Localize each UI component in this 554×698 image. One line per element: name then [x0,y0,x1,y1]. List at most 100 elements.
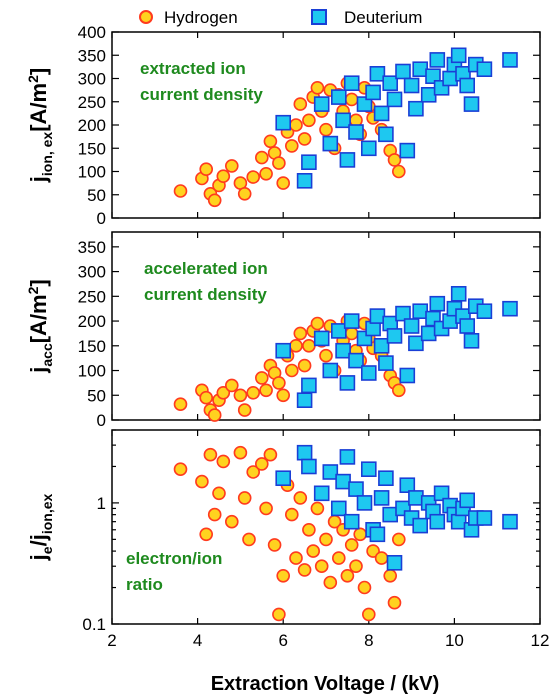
deuterium-point [275,470,292,487]
deuterium-point [365,84,381,101]
deuterium-point [369,308,386,324]
deuterium-point [459,492,476,509]
hydrogen-point [366,544,380,558]
panel-2: 0 50 100 150 200 250 300 350 jacc[A/m2] accelerat… [25,231,541,430]
hydrogen-point [340,568,355,583]
deuterium-point [348,124,364,140]
deuterium-point [408,335,424,352]
y-axis-label: jacc[A/m2] [25,279,55,374]
deuterium-point [403,77,420,94]
y-tick-label: 50 [87,186,106,205]
hydrogen-point [237,187,252,201]
deuterium-point [313,330,330,347]
hydrogen-point [237,403,252,417]
y-tick-label: 150 [78,337,106,356]
y-tick-label: 250 [78,93,106,112]
deuterium-point [450,285,467,302]
hydrogen-point [319,348,333,363]
hydrogen-point [387,153,402,167]
hydrogen-point [254,371,269,385]
hydrogen-point [353,527,368,542]
deuterium-point [360,461,377,478]
panel-annotation: current density [144,285,267,304]
hydrogen-point [357,580,372,595]
y-tick-label: 100 [78,163,106,182]
hydrogen-point [216,169,231,183]
panel-3: 0.1 1 je/jion,ex electron/ion ratio [26,429,541,634]
y-tick-label: 200 [78,116,106,135]
deuterium-point [433,485,450,502]
deuterium-point [429,295,446,312]
series-deuterium [275,285,518,409]
deuterium-point [476,61,493,78]
hydrogen-point [310,81,325,95]
hydrogen-point [242,532,256,547]
hydrogen-point [203,447,218,462]
deuterium-point [425,68,441,84]
deuterium-point [339,152,356,168]
plot-frame [111,231,541,421]
deuterium-point [373,337,390,354]
hydrogen-point [302,338,316,353]
deuterium-point [502,513,518,530]
y-tick-label: 0 [97,209,106,228]
x-tick-label: 8 [364,631,373,650]
deuterium-point [343,313,360,329]
deuterium-point [459,77,476,94]
deuterium-point [369,66,386,82]
deuterium-point [373,490,390,506]
deuterium-point [356,96,373,112]
deuterium-point [343,513,360,530]
legend: Hydrogen Deuterium [139,8,422,27]
hydrogen-point [173,397,188,412]
legend-deuterium-label: Deuterium [344,8,422,27]
hydrogen-point [302,113,316,128]
hydrogen-point [314,559,329,574]
deuterium-point [322,464,339,480]
y-tick-label: 150 [78,139,106,158]
deuterium-point [399,477,416,494]
deuterium-point [450,513,467,530]
y-tick-label: 200 [78,312,106,331]
deuterium-point [442,70,458,87]
deuterium-point [330,500,347,517]
deuterium-point [335,112,351,129]
y-tick-label: 1 [97,494,106,513]
deuterium-point [330,323,347,339]
hydrogen-point [293,97,308,111]
deuterium-point [301,458,317,475]
panel-annotation: ratio [126,575,163,594]
x-axis-tick-labels: 2 4 6 8 10 12 [107,631,549,650]
y-tick-label: 300 [78,70,106,89]
hydrogen-point [259,501,273,516]
deuterium-point [275,342,292,359]
x-axis-label: Extraction Voltage / (kV) [211,673,440,695]
deuterium-point [378,126,394,143]
y-tick-label: 0.1 [82,615,106,634]
x-tick-label: 12 [531,631,550,650]
hydrogen-point [297,358,312,373]
hydrogen-point [207,507,222,522]
hydrogen-point [259,167,273,181]
hydrogen-point [331,551,346,565]
deuterium-point [395,305,411,322]
deuterium-point [296,173,313,189]
deuterium-point [301,154,317,170]
hydrogen-point [374,551,389,565]
x-tick-label: 10 [445,631,464,650]
panel-annotation: electron/ion [126,549,222,568]
hydrogen-point [225,159,239,173]
hydrogen-point [199,390,213,405]
deuterium-point [476,510,493,526]
hydrogen-point [284,139,299,153]
hydrogen-point [225,378,239,393]
deuterium-point [360,140,377,157]
deuterium-point [403,318,420,334]
deuterium-point [450,47,467,64]
deuterium-point [429,513,446,530]
hydrogen-point [344,326,359,341]
hydrogen-point [289,551,303,565]
deuterium-point [412,61,429,78]
hydrogen-point [207,193,222,208]
